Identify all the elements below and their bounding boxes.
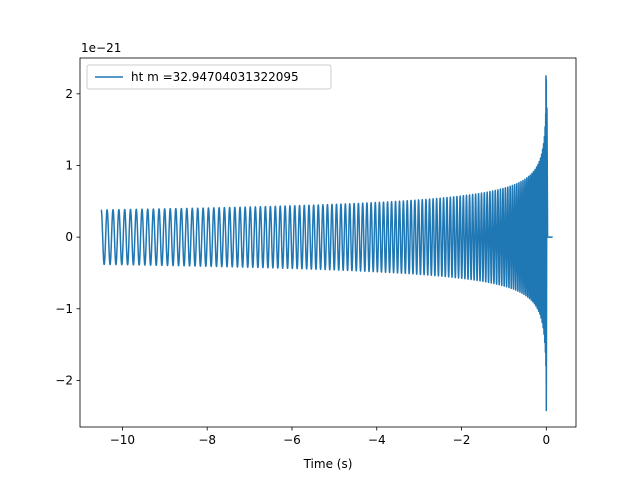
y-tick-label: 2	[65, 87, 73, 101]
x-tick-label: −6	[283, 433, 301, 447]
y-axis-ticks: −2 −1 0 1 2	[55, 87, 80, 387]
x-tick-label: −2	[453, 433, 471, 447]
x-tick-label: −8	[198, 433, 216, 447]
y-offset-label: 1e−21	[81, 41, 121, 55]
axes-frame	[79, 57, 577, 428]
x-tick-label: −4	[368, 433, 386, 447]
legend: ht m =32.94704031322095	[86, 64, 332, 90]
x-tick-label: 0	[543, 433, 551, 447]
y-tick-label: −1	[55, 302, 73, 316]
x-tick-label: −10	[110, 433, 135, 447]
series-layer	[100, 75, 553, 412]
series-line	[100, 75, 553, 412]
y-tick-label: 1	[65, 158, 73, 172]
legend-label: ht m =32.94704031322095	[131, 70, 299, 84]
x-axis-label: Time (s)	[303, 457, 353, 471]
legend-box	[86, 64, 332, 90]
y-tick-label: −2	[55, 373, 73, 387]
x-axis-ticks: −10 −8 −6 −4 −2 0	[110, 427, 550, 447]
y-tick-label: 0	[65, 230, 73, 244]
